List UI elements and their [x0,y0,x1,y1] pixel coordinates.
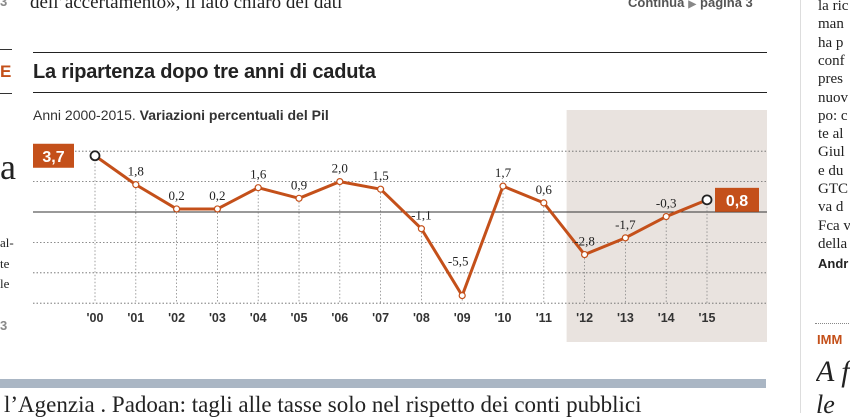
column-divider [800,0,801,413]
data-point [173,205,181,213]
left-rule-2 [0,93,12,94]
data-label: 1,8 [128,164,144,179]
x-tick-label: '03 [209,311,226,325]
x-tick-label: '11 [536,311,552,325]
continua-label: Continua [628,0,685,10]
x-tick-label: '06 [331,311,348,325]
x-tick-label: '00 [87,311,104,325]
data-label: -1,1 [411,208,432,223]
data-label: -5,5 [448,254,469,269]
right-column-line: GTC [818,181,848,197]
data-label: 0,2 [209,188,225,203]
right-column-line: nuov [818,89,848,106]
data-point [89,150,101,162]
right-column-line: Andr [818,256,849,272]
x-tick-label: '08 [413,311,430,325]
data-label: 0,6 [536,182,553,197]
data-label: 1,7 [495,165,512,180]
data-point [295,194,303,202]
data-label: 1,5 [372,168,388,183]
left-fragment-le: le [0,276,10,291]
x-tick-label: '04 [250,311,267,325]
data-point [213,205,221,213]
top-headline-fragment: dell’accertamento», il lato chiaro dei d… [30,0,343,13]
right-big-text-1: A fo [816,355,850,388]
chart-plot: '00 '01 '02 '03 '04 '05 '06 '07 '08 '09 '10 '11 '12 '… [33,110,767,342]
x-tick-label: '02 [168,311,185,325]
right-column-line: conf [818,52,845,69]
x-tick-label: '14 [658,311,675,325]
right-column-line: e du [818,162,844,179]
left-fragment-te: te [0,256,10,271]
right-column-line: po: c [818,107,848,124]
x-tick-label: '15 [699,311,716,325]
left-rule [0,49,12,50]
right-column-line: la ric [818,0,849,14]
data-point [417,225,425,233]
continua-link[interactable]: Continua ▶ pagina 3 [628,0,753,10]
right-column-line: ha p [818,34,844,51]
highlight-last-box [715,187,759,212]
right-column-line: Fca v [818,217,850,234]
right-column: la ric man ha p conf pres nuov po: c te al Giul e… [815,0,850,413]
left-page-fragment: 3 [0,0,8,9]
right-dotted-rule [815,323,850,324]
left-fragment-al: al- [0,235,14,250]
data-point [336,178,344,186]
x-tick-label: '09 [454,311,471,325]
data-point [580,250,589,259]
x-tick-label: '01 [127,311,144,325]
highlight-first-label: 3,7 [42,149,64,166]
chart-title: La ripartenza dopo tre anni di caduta [33,61,376,83]
left-fragment-3: 3 [0,318,8,333]
right-column-line: Giul [818,144,845,161]
data-point [254,184,262,192]
data-point [540,199,548,207]
right-column-line: pres [818,71,843,88]
bottom-band [0,379,766,388]
chart-subtitle-plain: Anni 2000-2015. [33,107,136,123]
right-section-label: IMM [817,332,843,347]
highlight-last-label: 0,8 [726,193,748,210]
bottom-headline: l’Agenzia . Padoan: tagli alle tasse sol… [4,392,642,417]
shaded-region [566,110,767,342]
series-line [94,154,708,298]
data-point [458,292,466,300]
right-big-text-2: le [816,390,835,419]
data-label: 0,2 [168,188,184,203]
x-tick-label: '13 [617,311,634,325]
data-point [377,185,385,193]
data-label: -2,8 [574,234,595,249]
right-column-line: della [818,235,848,252]
left-fragment-a: a [0,147,16,187]
data-label: 0,9 [291,177,307,192]
data-label: -1,7 [615,217,636,232]
continua-page: pagina 3 [700,0,753,10]
chart-top-rule [33,52,767,53]
x-tick-label: '07 [372,311,389,325]
data-point [662,212,670,221]
data-point [621,234,630,242]
gdp-chart: La ripartenza dopo tre anni di caduta An… [33,52,767,342]
data-label: 1,6 [250,167,267,182]
chart-subtitle-bold: Variazioni percentuali del Pil [139,107,329,123]
right-column-line: va d [818,199,844,216]
chart-subtitle: Anni 2000-2015. Variazioni percentuali d… [33,107,329,123]
left-fragment-e: E [0,62,12,81]
data-point [701,194,713,206]
x-tick-label: '12 [576,311,593,325]
chart-title-rule [33,92,767,93]
right-column-line: man [818,16,844,33]
data-point [499,182,507,190]
x-tick-label: '10 [495,311,512,325]
right-column-line: te al [818,126,844,143]
highlight-first-box [33,143,74,168]
x-tick-label: '05 [291,311,308,325]
data-label: -0,3 [656,196,677,211]
data-point [132,181,140,189]
play-arrow-icon: ▶ [688,0,697,10]
data-label: 2,0 [332,161,348,176]
